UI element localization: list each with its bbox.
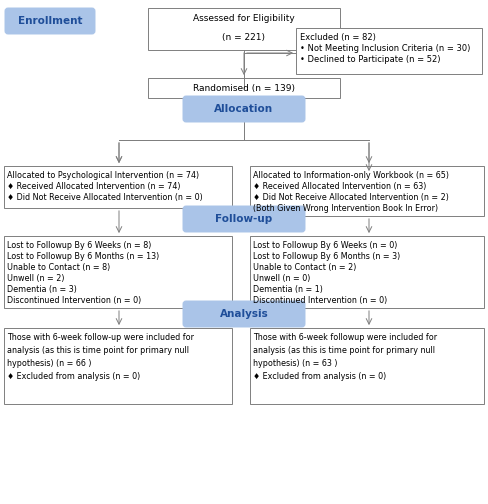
Text: Excluded (n = 82): Excluded (n = 82) bbox=[300, 33, 376, 42]
Text: Allocation: Allocation bbox=[214, 104, 274, 114]
Text: ♦ Did Not Receive Allocated Intervention (n = 2): ♦ Did Not Receive Allocated Intervention… bbox=[253, 193, 449, 202]
Text: Enrollment: Enrollment bbox=[18, 16, 82, 26]
Text: Analysis: Analysis bbox=[220, 309, 268, 319]
Text: ♦ Received Allocated Intervention (n = 74): ♦ Received Allocated Intervention (n = 7… bbox=[7, 182, 181, 191]
Text: Lost to Followup By 6 Months (n = 13): Lost to Followup By 6 Months (n = 13) bbox=[7, 252, 159, 261]
Text: analysis (as this is time point for primary null: analysis (as this is time point for prim… bbox=[7, 346, 189, 355]
Text: hypothesis) (n = 66 ): hypothesis) (n = 66 ) bbox=[7, 359, 92, 368]
FancyBboxPatch shape bbox=[183, 206, 305, 232]
Text: (n = 221): (n = 221) bbox=[223, 33, 265, 42]
FancyBboxPatch shape bbox=[296, 28, 482, 74]
FancyBboxPatch shape bbox=[250, 236, 484, 308]
Text: ♦ Did Not Receive Allocated Intervention (n = 0): ♦ Did Not Receive Allocated Intervention… bbox=[7, 193, 203, 202]
Text: Lost to Followup By 6 Months (n = 3): Lost to Followup By 6 Months (n = 3) bbox=[253, 252, 400, 261]
Text: analysis (as this is time point for primary null: analysis (as this is time point for prim… bbox=[253, 346, 435, 355]
Text: Unwell (n = 2): Unwell (n = 2) bbox=[7, 274, 64, 283]
FancyBboxPatch shape bbox=[4, 328, 232, 404]
Text: Those with 6-week followup were included for: Those with 6-week followup were included… bbox=[253, 333, 437, 342]
Text: ♦ Excluded from analysis (n = 0): ♦ Excluded from analysis (n = 0) bbox=[253, 372, 386, 381]
Text: • Not Meeting Inclusion Criteria (n = 30): • Not Meeting Inclusion Criteria (n = 30… bbox=[300, 44, 470, 53]
Text: ♦ Received Allocated Intervention (n = 63): ♦ Received Allocated Intervention (n = 6… bbox=[253, 182, 427, 191]
Text: Allocated to Information-only Workbook (n = 65): Allocated to Information-only Workbook (… bbox=[253, 171, 449, 180]
FancyBboxPatch shape bbox=[148, 8, 340, 50]
FancyBboxPatch shape bbox=[183, 301, 305, 327]
FancyBboxPatch shape bbox=[4, 166, 232, 208]
FancyBboxPatch shape bbox=[250, 328, 484, 404]
FancyBboxPatch shape bbox=[148, 78, 340, 98]
Text: Assessed for Eligibility: Assessed for Eligibility bbox=[193, 14, 295, 23]
Text: • Declined to Participate (n = 52): • Declined to Participate (n = 52) bbox=[300, 55, 441, 64]
Text: ♦ Excluded from analysis (n = 0): ♦ Excluded from analysis (n = 0) bbox=[7, 372, 140, 381]
Text: hypothesis) (n = 63 ): hypothesis) (n = 63 ) bbox=[253, 359, 338, 368]
FancyBboxPatch shape bbox=[5, 8, 95, 34]
Text: Unwell (n = 0): Unwell (n = 0) bbox=[253, 274, 310, 283]
Text: Discontinued Intervention (n = 0): Discontinued Intervention (n = 0) bbox=[253, 296, 387, 305]
FancyBboxPatch shape bbox=[250, 166, 484, 216]
Text: Dementia (n = 1): Dementia (n = 1) bbox=[253, 285, 323, 294]
Text: Lost to Followup By 6 Weeks (n = 8): Lost to Followup By 6 Weeks (n = 8) bbox=[7, 241, 151, 250]
Text: Discontinued Intervention (n = 0): Discontinued Intervention (n = 0) bbox=[7, 296, 141, 305]
Text: (Both Given Wrong Intervention Book In Error): (Both Given Wrong Intervention Book In E… bbox=[253, 204, 438, 213]
FancyBboxPatch shape bbox=[183, 96, 305, 122]
Text: Unable to Contact (n = 8): Unable to Contact (n = 8) bbox=[7, 263, 110, 272]
Text: Allocated to Psychological Intervention (n = 74): Allocated to Psychological Intervention … bbox=[7, 171, 199, 180]
Text: Unable to Contact (n = 2): Unable to Contact (n = 2) bbox=[253, 263, 356, 272]
FancyBboxPatch shape bbox=[4, 236, 232, 308]
Text: Lost to Followup By 6 Weeks (n = 0): Lost to Followup By 6 Weeks (n = 0) bbox=[253, 241, 397, 250]
Text: Dementia (n = 3): Dementia (n = 3) bbox=[7, 285, 77, 294]
Text: Those with 6-week follow-up were included for: Those with 6-week follow-up were include… bbox=[7, 333, 194, 342]
Text: Randomised (n = 139): Randomised (n = 139) bbox=[193, 84, 295, 93]
Text: Follow-up: Follow-up bbox=[215, 214, 273, 224]
